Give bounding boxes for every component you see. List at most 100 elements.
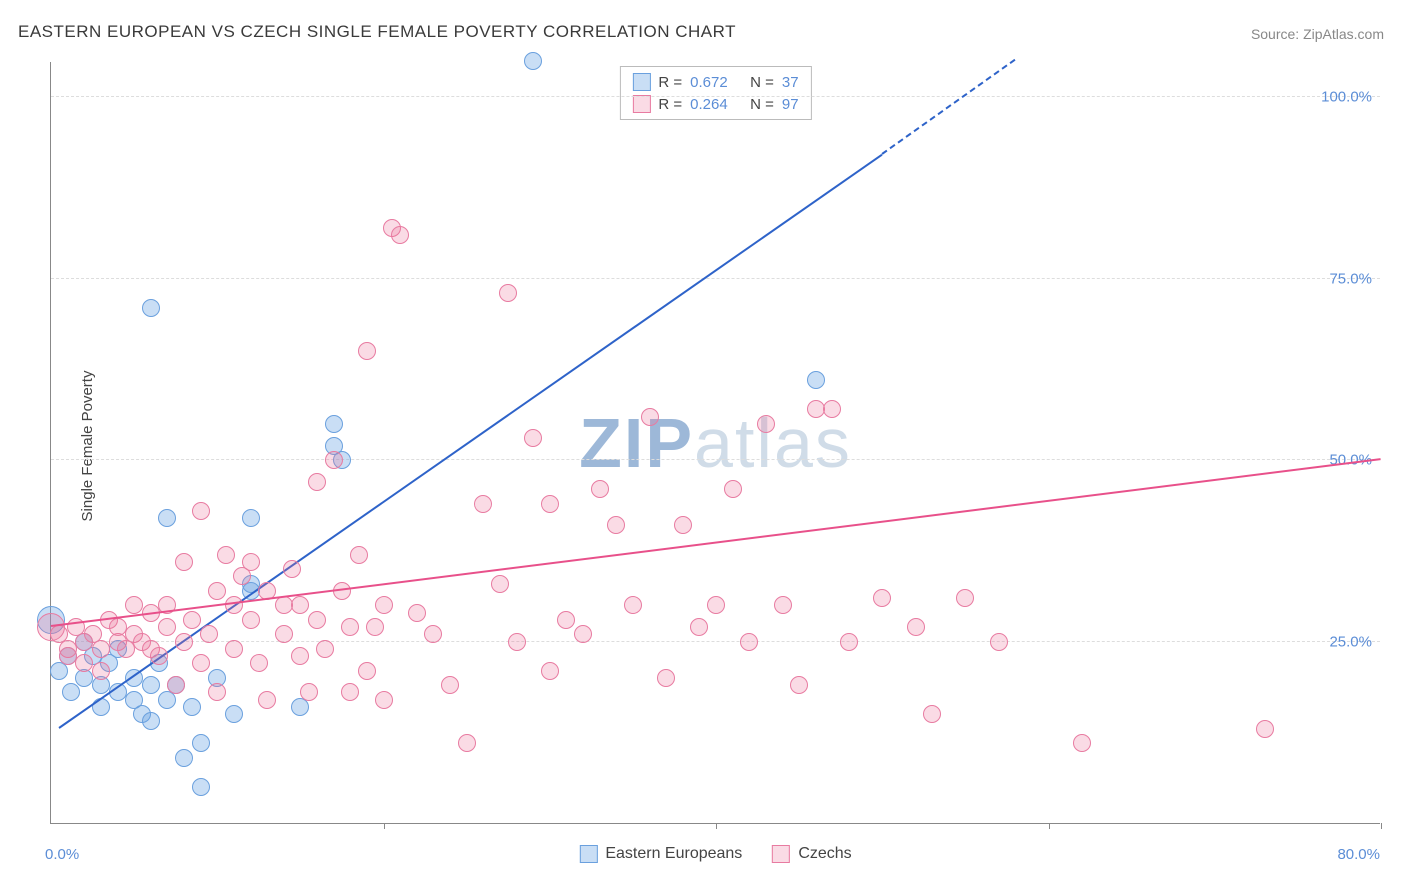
data-point: [325, 415, 343, 433]
data-point: [109, 618, 127, 636]
data-point: [823, 400, 841, 418]
data-point: [250, 654, 268, 672]
data-point: [92, 662, 110, 680]
x-max-label: 80.0%: [1337, 846, 1380, 863]
data-point: [491, 575, 509, 593]
data-point: [366, 618, 384, 636]
data-point: [458, 734, 476, 752]
legend-item: Eastern Europeans: [579, 845, 742, 863]
data-point: [873, 589, 891, 607]
data-point: [724, 480, 742, 498]
data-point: [258, 691, 276, 709]
data-point: [907, 618, 925, 636]
data-point: [242, 611, 260, 629]
correlation-legend: R =0.672N =37R =0.264N =97: [619, 66, 811, 120]
data-point: [591, 480, 609, 498]
data-point: [192, 734, 210, 752]
data-point: [341, 683, 359, 701]
data-point: [441, 676, 459, 694]
legend-swatch: [772, 845, 790, 863]
data-point: [37, 613, 65, 641]
data-point: [325, 451, 343, 469]
data-point: [740, 633, 758, 651]
data-point: [574, 625, 592, 643]
data-point: [408, 604, 426, 622]
data-point: [674, 516, 692, 534]
data-point: [1256, 720, 1274, 738]
data-point: [142, 676, 160, 694]
data-point: [217, 546, 235, 564]
data-point: [308, 611, 326, 629]
data-point: [524, 52, 542, 70]
data-point: [158, 618, 176, 636]
data-point: [291, 596, 309, 614]
y-tick-label: 25.0%: [1329, 633, 1372, 650]
gridline: [51, 641, 1380, 642]
data-point: [75, 654, 93, 672]
data-point: [956, 589, 974, 607]
data-point: [283, 560, 301, 578]
data-point: [607, 516, 625, 534]
data-point: [125, 596, 143, 614]
data-point: [142, 299, 160, 317]
data-point: [225, 640, 243, 658]
data-point: [358, 342, 376, 360]
data-point: [641, 408, 659, 426]
gridline: [51, 459, 1380, 460]
data-point: [316, 640, 334, 658]
data-point: [807, 371, 825, 389]
data-point: [208, 683, 226, 701]
legend-item: Czechs: [772, 845, 851, 863]
source-attribution: Source: ZipAtlas.com: [1251, 26, 1384, 42]
x-tick: [1381, 823, 1382, 829]
data-point: [192, 502, 210, 520]
data-point: [541, 662, 559, 680]
data-point: [375, 691, 393, 709]
x-min-label: 0.0%: [45, 846, 79, 863]
data-point: [424, 625, 442, 643]
data-point: [225, 705, 243, 723]
data-point: [142, 712, 160, 730]
data-point: [990, 633, 1008, 651]
data-point: [690, 618, 708, 636]
data-point: [341, 618, 359, 636]
data-point: [175, 633, 193, 651]
x-tick: [1049, 823, 1050, 829]
data-point: [242, 553, 260, 571]
data-point: [657, 669, 675, 687]
legend-swatch: [632, 73, 650, 91]
data-point: [59, 647, 77, 665]
scatter-plot-area: ZIPatlas R =0.672N =37R =0.264N =97 East…: [50, 62, 1380, 824]
trend-line: [882, 59, 1016, 155]
data-point: [474, 495, 492, 513]
data-point: [92, 640, 110, 658]
y-tick-label: 75.0%: [1329, 270, 1372, 287]
data-point: [391, 226, 409, 244]
data-point: [707, 596, 725, 614]
gridline: [51, 96, 1380, 97]
chart-title: EASTERN EUROPEAN VS CZECH SINGLE FEMALE …: [18, 22, 736, 42]
legend-swatch: [632, 95, 650, 113]
data-point: [242, 509, 260, 527]
data-point: [541, 495, 559, 513]
legend-stats-row: R =0.672N =37: [632, 71, 798, 93]
data-point: [275, 596, 293, 614]
data-point: [208, 582, 226, 600]
data-point: [158, 509, 176, 527]
data-point: [524, 429, 542, 447]
x-tick: [384, 823, 385, 829]
data-point: [790, 676, 808, 694]
data-point: [1073, 734, 1091, 752]
gridline: [51, 278, 1380, 279]
data-point: [308, 473, 326, 491]
data-point: [757, 415, 775, 433]
data-point: [807, 400, 825, 418]
legend-swatch: [579, 845, 597, 863]
data-point: [508, 633, 526, 651]
data-point: [557, 611, 575, 629]
data-point: [175, 749, 193, 767]
series-legend: Eastern Europeans Czechs: [579, 845, 851, 863]
data-point: [624, 596, 642, 614]
data-point: [375, 596, 393, 614]
data-point: [200, 625, 218, 643]
